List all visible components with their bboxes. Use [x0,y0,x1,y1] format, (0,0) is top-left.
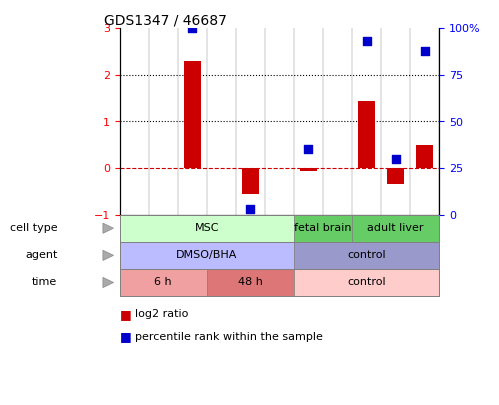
Text: adult liver: adult liver [367,223,424,233]
Polygon shape [103,250,113,260]
Point [392,156,400,162]
Bar [184,61,201,168]
Text: percentile rank within the sample: percentile rank within the sample [135,332,323,342]
Polygon shape [103,277,113,288]
Text: DMSO/BHA: DMSO/BHA [176,250,238,260]
Bar [242,168,259,194]
Bar [387,168,404,184]
Text: GDS1347 / 46687: GDS1347 / 46687 [104,13,227,27]
Text: MSC: MSC [195,223,219,233]
Text: fetal brain: fetal brain [294,223,352,233]
Text: log2 ratio: log2 ratio [135,309,188,320]
Text: 48 h: 48 h [238,277,263,288]
Point [363,38,371,45]
Point [421,47,429,54]
Text: agent: agent [25,250,57,260]
Point [247,206,254,212]
Text: control: control [347,250,386,260]
Bar [416,145,433,168]
Text: time: time [32,277,57,288]
Polygon shape [103,223,113,233]
Bar [358,100,375,168]
Text: cell type: cell type [10,223,57,233]
Text: ■: ■ [120,330,132,343]
Text: control: control [347,277,386,288]
Point [304,146,312,153]
Text: ■: ■ [120,308,132,321]
Bar [300,168,317,171]
Point [188,25,196,32]
Text: 6 h: 6 h [155,277,172,288]
